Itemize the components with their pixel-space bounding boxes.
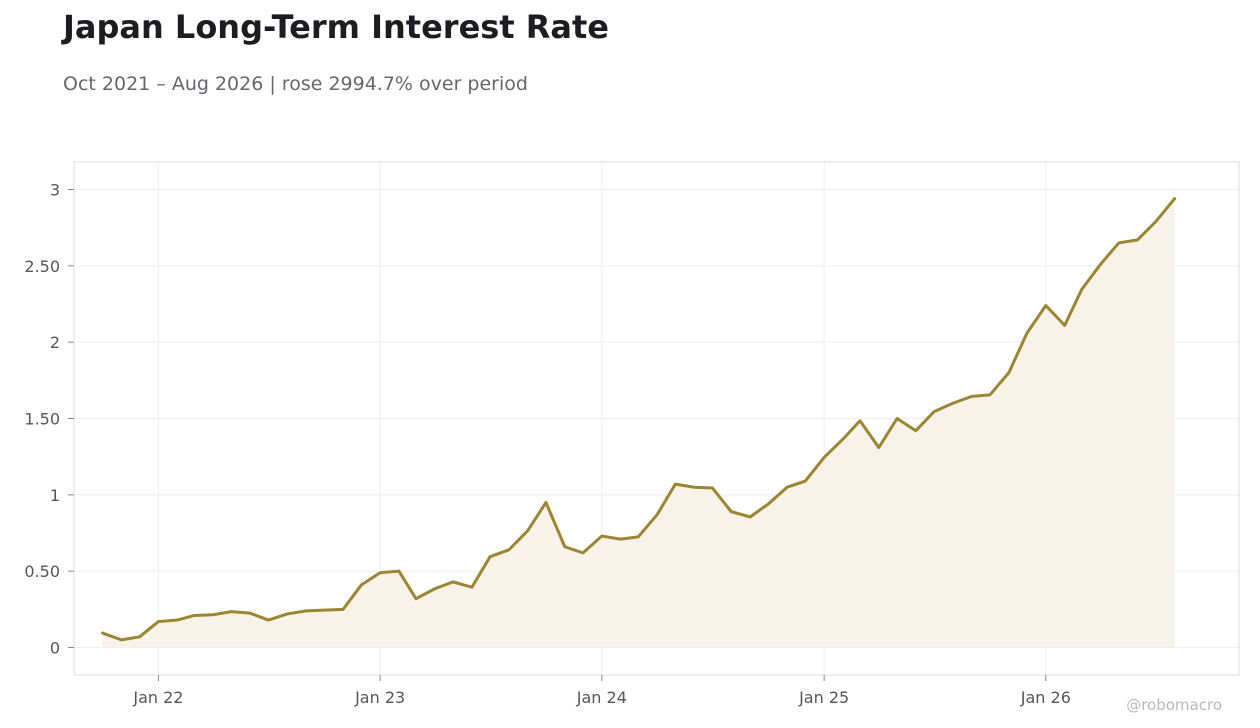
data-point [230,610,233,613]
y-tick-label: 0 [50,639,60,658]
data-point [193,614,196,617]
data-point [414,597,418,600]
data-point [526,529,529,532]
x-tick-label: Jan 23 [354,688,405,707]
area-fill [102,198,1175,648]
data-point [1136,238,1139,242]
data-point [397,569,401,573]
data-point [157,620,160,623]
data-point [804,479,807,483]
data-point [563,545,566,548]
y-tick-label: 1.50 [24,410,60,429]
data-point [1173,197,1176,200]
data-point [877,446,881,449]
series-area [102,198,1175,648]
x-tick-label: Jan 25 [798,688,849,707]
data-point [932,410,936,413]
chart-subtitle: Oct 2021 – Aug 2026 | rose 2994.7% over … [63,73,528,95]
data-point [730,510,733,513]
data-point [692,486,696,489]
data-point [433,587,436,590]
chart-title: Japan Long-Term Interest Rate [63,8,609,46]
data-point [637,535,640,539]
data-point [895,417,899,420]
data-point [101,631,104,635]
data-point [341,608,345,611]
data-point [581,551,585,555]
data-point [120,638,123,642]
data-point [600,534,604,538]
data-point [655,513,659,516]
data-point [767,502,770,506]
data-point [970,395,973,398]
data-point [858,419,862,422]
data-point [951,402,955,405]
y-tick-label: 2.50 [24,257,60,276]
data-point [1044,304,1048,307]
data-point [1080,288,1083,291]
x-tick-label: Jan 22 [132,688,183,707]
data-point [1007,371,1010,374]
data-point [1063,324,1066,327]
y-tick-label: 3 [50,180,60,199]
data-point [211,613,215,616]
data-point [822,456,826,459]
data-point [488,555,492,558]
data-line [101,197,1177,642]
data-point [138,635,141,639]
data-point [988,393,992,397]
data-point [748,515,752,519]
data-point [914,429,918,432]
data-point [619,537,622,541]
data-point [1154,220,1157,223]
data-point [544,501,548,504]
data-point [378,571,382,574]
data-point [176,618,179,622]
data-point [1099,263,1102,266]
data-point [285,612,289,616]
data-point [674,482,677,486]
data-point [1117,241,1120,245]
data-point [470,586,474,589]
data-point [304,609,308,613]
y-tick-label: 2 [50,333,60,352]
data-point [785,486,789,489]
x-tick-label: Jan 26 [1020,688,1071,707]
watermark: @robomacro [1126,696,1222,714]
y-axis: 0 0.50 1 1.50 2 2.50 3 [24,180,74,658]
data-point [360,583,363,587]
data-point [711,486,714,490]
data-point [248,611,252,615]
x-tick-label: Jan 24 [576,688,627,707]
data-point [1025,331,1029,335]
x-axis: Jan 22 Jan 23 Jan 24 Jan 25 Jan 26 [132,675,1071,707]
data-point [451,580,455,584]
data-point [507,548,511,552]
y-tick-label: 0.50 [24,562,60,581]
data-point [841,437,845,441]
y-tick-label: 1 [50,486,60,505]
data-point [323,608,326,612]
data-point [267,618,270,622]
